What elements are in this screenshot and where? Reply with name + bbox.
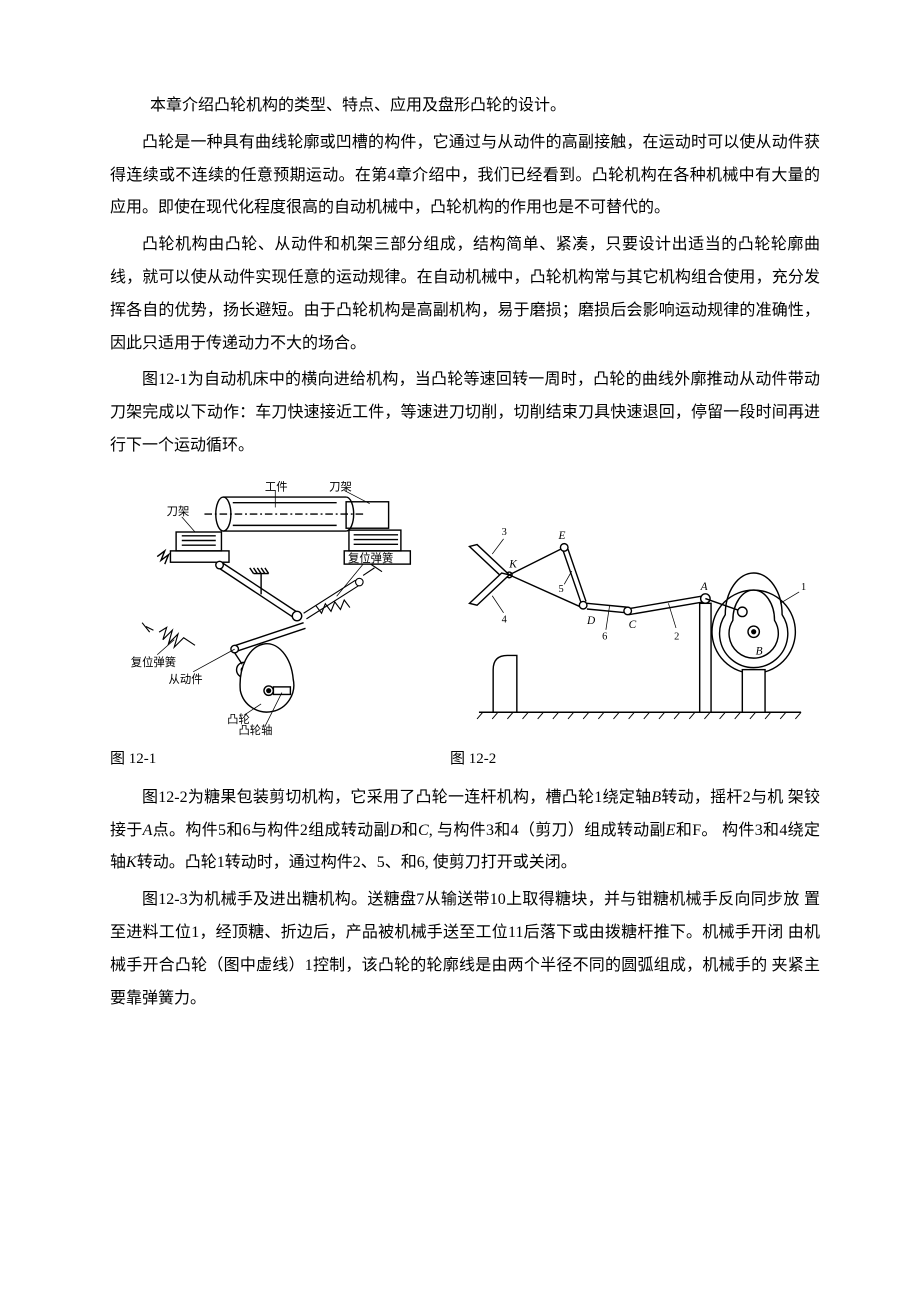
figure-12-1-svg: 刀架 工件 刀架 复位弹簧 复位弹簧 从动件 凸轮 凸轮轴 — [110, 481, 450, 736]
fig2-label-C: C — [629, 619, 637, 631]
paragraph-2: 凸轮机构由凸轮、从动件和机架三部分组成，结构简单、紧凑，只要设计出适当的凸轮轮廓… — [110, 229, 820, 360]
paragraph-4: 图12-2为糖果包装剪切机构，它采用了凸轮一连杆机构，槽凸轮1绕定轴B转动，摇杆… — [110, 782, 820, 880]
fig2-label-D: D — [586, 615, 596, 627]
figure-12-2-svg: K E D C A B 3 4 5 6 2 1 — [460, 518, 820, 736]
figure-12-2: K E D C A B 3 4 5 6 2 1 — [460, 518, 820, 741]
fig2-label-K: K — [508, 558, 518, 570]
fig2-label-5: 5 — [559, 584, 564, 595]
p4-and1: 和 — [401, 822, 418, 839]
p4-B: B — [651, 789, 661, 806]
page-container: 本章介绍凸轮机构的类型、特点、应用及盘形凸轮的设计。 凸轮是一种具有曲线轮廓或凹… — [0, 0, 920, 1079]
p4-part-1: 图12-2为糖果包装剪切机构，它采用了凸轮一连杆机构，槽凸轮1绕定轴 — [142, 789, 651, 806]
fig2-label-6: 6 — [602, 631, 607, 642]
figures-row: 刀架 工件 刀架 复位弹簧 复位弹簧 从动件 凸轮 凸轮轴 — [110, 481, 820, 741]
caption-fig-12-2: 图 12-2 — [450, 747, 496, 768]
fig1-label-congdongjian: 从动件 — [169, 672, 203, 686]
caption-fig-12-1: 图 12-1 — [110, 747, 450, 768]
p4-A: A — [143, 822, 153, 839]
fig1-label-fuwei-left: 复位弹簧 — [131, 655, 176, 669]
p4-part-4: , 与构件3和4（剪刀）组成转动副 — [429, 822, 666, 839]
p4-C: C — [418, 822, 429, 839]
p4-K: K — [126, 854, 137, 871]
figure-captions: 图 12-1 图 12-2 — [110, 747, 820, 768]
fig1-label-fuwei-right: 复位弹簧 — [348, 551, 393, 565]
paragraph-5: 图12-3为机械手及进出糖机构。送糖盘7从输送带10上取得糖块，并与钳糖机械手反… — [110, 884, 820, 1015]
fig1-label-daojia-left: 刀架 — [167, 505, 190, 518]
fig1-label-tulunzhou: 凸轮轴 — [238, 723, 272, 736]
fig2-label-1: 1 — [801, 582, 806, 593]
fig2-label-3: 3 — [502, 527, 507, 538]
fig2-label-4: 4 — [502, 614, 508, 625]
fig1-label-tulun: 凸轮 — [227, 712, 250, 726]
paragraph-3: 图12-1为自动机床中的横向进给机构，当凸轮等速回转一周时，凸轮的曲线外廓推动从… — [110, 364, 820, 462]
fig2-label-E: E — [558, 530, 566, 542]
paragraph-intro: 本章介绍凸轮机构的类型、特点、应用及盘形凸轮的设计。 — [110, 90, 820, 123]
fig1-label-daojia-right: 刀架 — [329, 481, 352, 493]
p4-E: E — [666, 822, 676, 839]
paragraph-1: 凸轮是一种具有曲线轮廓或凹槽的构件，它通过与从动件的高副接触，在运动时可以使从动… — [110, 127, 820, 225]
fig2-label-A: A — [700, 581, 708, 593]
fig2-label-B: B — [756, 645, 763, 657]
figure-12-1: 刀架 工件 刀架 复位弹簧 复位弹簧 从动件 凸轮 凸轮轴 — [110, 481, 450, 741]
p4-part-3: 点。构件5和6与构件2组成转动副 — [152, 822, 389, 839]
fig1-label-gongjian: 工件 — [265, 481, 288, 493]
fig2-label-2: 2 — [674, 631, 679, 642]
p4-part-6: 转动。凸轮1转动时，通过构件2、5、和6, 使剪刀打开或关闭。 — [137, 854, 577, 871]
p4-D: D — [390, 822, 402, 839]
